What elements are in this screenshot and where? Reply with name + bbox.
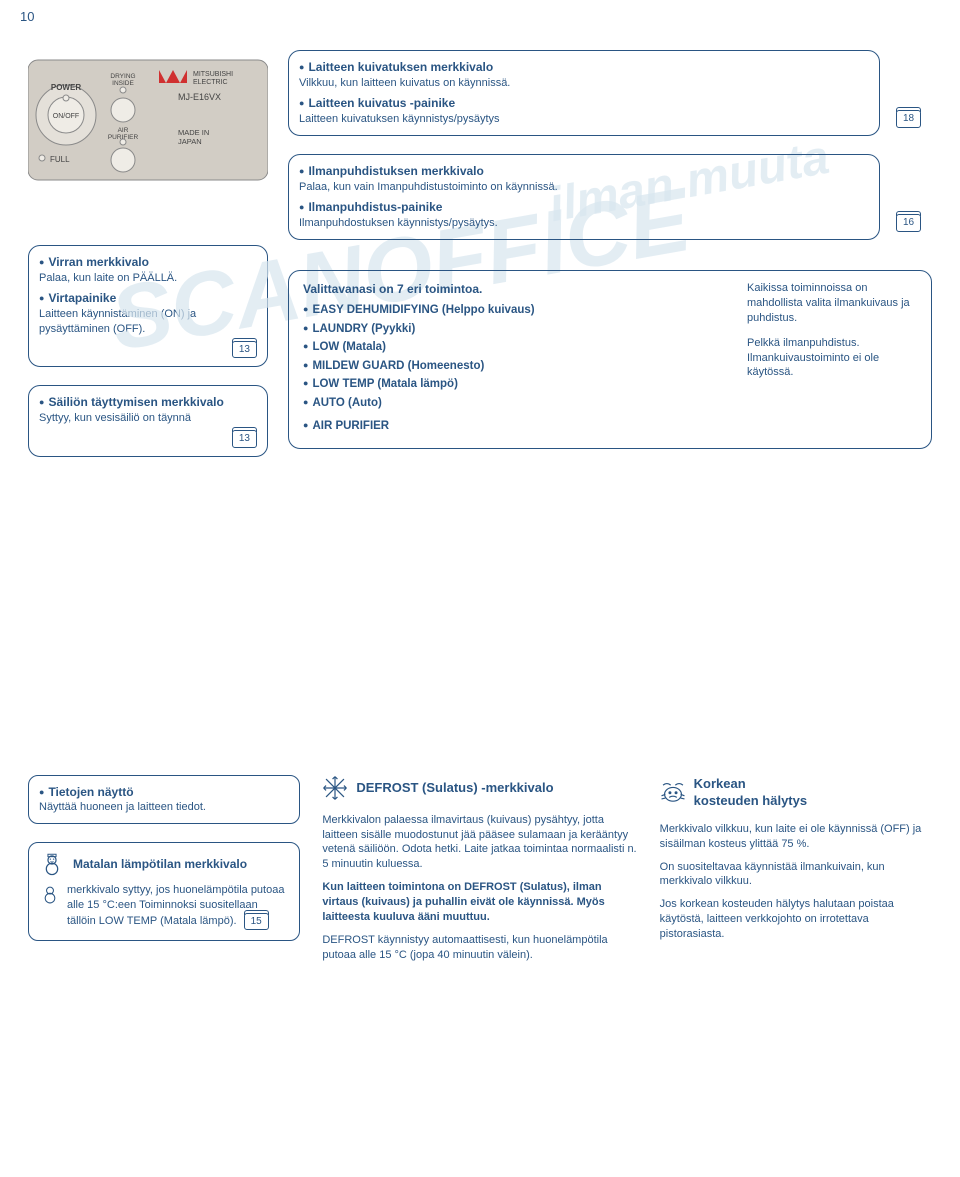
mode-item: LAUNDRY (Pyykki): [303, 322, 727, 338]
page-ref-icon: 16: [896, 214, 921, 232]
svg-text:MITSUBISHI: MITSUBISHI: [193, 71, 233, 78]
drying-led-title: Laitteen kuivatuksen merkkivalo: [299, 59, 869, 75]
mode-item: AIR PURIFIER: [303, 419, 727, 435]
svg-text:MJ-E16VX: MJ-E16VX: [178, 92, 221, 102]
display-desc: Näyttää huoneen ja laitteen tiedot.: [39, 800, 289, 815]
snowflake-icon: [322, 775, 348, 801]
modes-side-note: Ilmankuivaustoiminto ei ole käytössä.: [747, 352, 879, 379]
mode-item: LOW TEMP (Matala lämpö): [303, 377, 727, 393]
svg-text:FULL: FULL: [50, 155, 70, 164]
svg-text:ELECTRIC: ELECTRIC: [193, 79, 228, 86]
svg-text:ON/OFF: ON/OFF: [53, 113, 79, 120]
humidity-alert-icon: [660, 779, 686, 805]
air-btn-desc: Ilmanpuhdostuksen käynnistys/pysäytys.: [299, 216, 869, 231]
tank-led-desc: Syttyy, kun vesisäiliö on täynnä: [39, 411, 257, 426]
modes-heading: Valittavanasi on 7 eri toimintoa.: [303, 281, 727, 297]
control-panel-illustration: POWER ON/OFF FULL DRYING INSIDE AIR PURI…: [28, 50, 268, 205]
page-number: 10: [20, 8, 34, 26]
information-display-callout: Tietojen näyttö Näyttää huoneen ja laitt…: [28, 775, 300, 824]
lowtemp-title: Matalan lämpötilan merkkivalo: [73, 856, 247, 872]
power-button-desc: Laitteen käynnistäminen (ON) ja pysäyttä…: [39, 307, 257, 337]
humidity-paragraph: Jos korkean kosteuden hälytys halutaan p…: [660, 897, 932, 942]
low-temp-callout: Matalan lämpötilan merkkivalo merkkivalo…: [28, 842, 300, 941]
display-title: Tietojen näyttö: [39, 784, 289, 800]
svg-text:DRYING: DRYING: [110, 73, 135, 80]
page-ref-icon: 15: [244, 913, 269, 931]
drying-led-desc: Vilkkuu, kun laitteen kuivatus on käynni…: [299, 76, 869, 91]
power-indicator-callout: Virran merkkivalo Palaa, kun laite on PÄ…: [28, 245, 268, 367]
air-btn-title: Ilmanpuhdistus-painike: [299, 199, 869, 215]
page-ref-icon: 13: [232, 430, 257, 448]
svg-text:JAPAN: JAPAN: [178, 137, 202, 146]
svg-text:INSIDE: INSIDE: [112, 80, 134, 87]
mode-item: MILDEW GUARD (Homeenesto): [303, 359, 727, 375]
air-purifier-callout: Ilmanpuhdistuksen merkkivalo Palaa, kun …: [288, 154, 880, 240]
drying-callout: Laitteen kuivatuksen merkkivalo Vilkkuu,…: [288, 50, 880, 136]
svg-text:MADE IN: MADE IN: [178, 128, 209, 137]
mode-item: EASY DEHUMIDIFYING (Helppo kuivaus): [303, 303, 727, 319]
tank-full-callout: Säiliön täyttymisen merkkivalo Syttyy, k…: [28, 385, 268, 457]
defrost-paragraph: DEFROST käynnistyy automaattisesti, kun …: [322, 933, 637, 963]
power-button-title: Virtapainike: [39, 290, 257, 306]
humidity-paragraph: On suositeltavaa käynnistää ilmankuivain…: [660, 860, 932, 890]
modes-callout: Valittavanasi on 7 eri toimintoa. EASY D…: [288, 270, 932, 449]
air-led-desc: Palaa, kun vain Imanpuhdistustoiminto on…: [299, 180, 869, 195]
defrost-bold-paragraph: Kun laitteen toimintona on DEFROST (Sula…: [322, 880, 637, 925]
modes-side-note: Pelkkä ilmanpuhdistus.: [747, 337, 860, 349]
tank-led-title: Säiliön täyttymisen merkkivalo: [39, 394, 257, 410]
drying-btn-desc: Laitteen kuivatuksen käynnistys/pysäytys: [299, 112, 869, 127]
svg-text:PURIFIER: PURIFIER: [108, 134, 139, 141]
defrost-title: DEFROST (Sulatus) -merkkivalo: [356, 779, 553, 797]
svg-text:POWER: POWER: [51, 83, 81, 92]
snowman-icon: [39, 883, 61, 905]
air-led-title: Ilmanpuhdistuksen merkkivalo: [299, 163, 869, 179]
mode-item: AUTO (Auto): [303, 396, 727, 412]
humidity-paragraph: Merkkivalo vilkkuu, kun laite ei ole käy…: [660, 822, 932, 852]
page-ref-icon: 18: [896, 110, 921, 128]
modes-side-note: Kaikissa toiminnoissa on mahdollista val…: [747, 281, 917, 326]
drying-btn-title: Laitteen kuivatus -painike: [299, 95, 869, 111]
page-ref-icon: 13: [232, 341, 257, 359]
power-led-desc: Palaa, kun laite on PÄÄLLÄ.: [39, 271, 257, 286]
defrost-paragraph: Merkkivalon palaessa ilmavirtaus (kuivau…: [322, 813, 637, 872]
humidity-title: Korkean kosteuden hälytys: [694, 775, 807, 810]
svg-text:AIR: AIR: [118, 127, 129, 134]
snowman-icon: [39, 851, 65, 877]
power-led-title: Virran merkkivalo: [39, 254, 257, 270]
mode-item: LOW (Matala): [303, 340, 727, 356]
